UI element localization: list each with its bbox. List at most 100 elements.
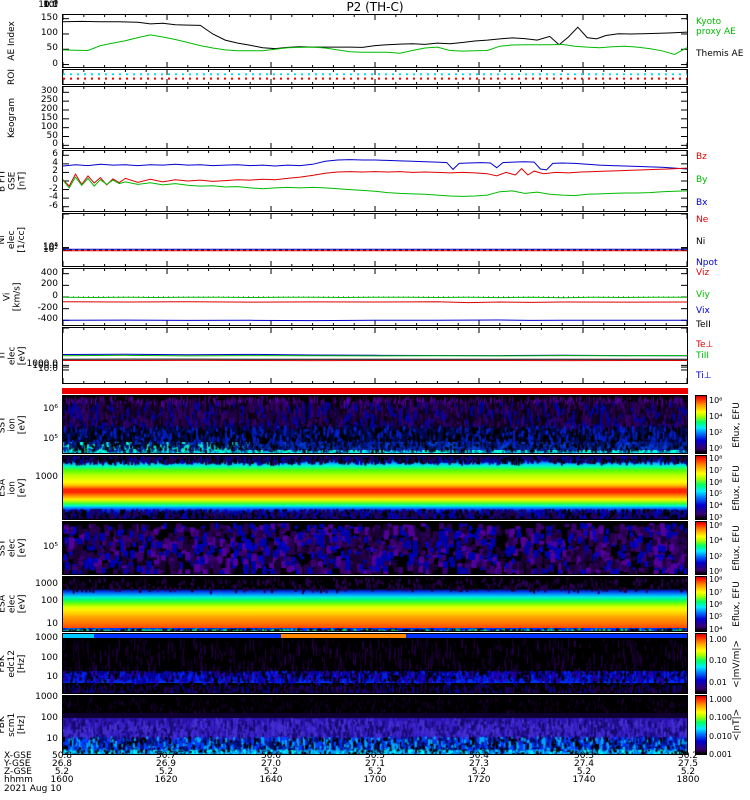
- sst_ions-panel: [62, 395, 688, 454]
- bfit-legend-Bx: Bx: [696, 198, 708, 208]
- fbk_scm-colorbar-tick: 0.001: [709, 750, 732, 759]
- footer-value-Y-GSE: 26.9: [155, 759, 177, 769]
- ae-ytick: 0: [52, 59, 58, 69]
- sst_elec-noise-texture: [63, 522, 687, 574]
- ni-plot-area: [63, 214, 687, 266]
- vi-ytick: -400: [37, 314, 58, 324]
- keogram-ytick: 50: [46, 131, 58, 141]
- footer-value-hhmm: 1600: [50, 775, 74, 785]
- ae-legend-Kyoto-proxy-AE: Kyoto proxy AE: [696, 17, 736, 38]
- bfit-legend-By: By: [696, 175, 708, 185]
- esa_elec-colorbar: [695, 576, 707, 632]
- fbk_scm-panel: [62, 695, 688, 755]
- sst_elec-colorbar: [695, 521, 707, 575]
- fbk_edc-noise-texture: [63, 634, 687, 693]
- esa_ions-colorbar-tick: 10³: [709, 513, 723, 522]
- esa_ions-colorbar-tick: 10⁶: [709, 478, 723, 487]
- vi-legend-Vix: Vix: [696, 306, 710, 316]
- ae-ylabel-text: AE Index: [7, 21, 18, 61]
- vi-ytick: -200: [37, 303, 58, 313]
- esa_elec-colorbar-tick: 10⁵: [709, 612, 723, 621]
- vi-series-Viz: [63, 301, 687, 304]
- red-bar: [62, 388, 688, 394]
- roi-ylabel-text: ROI: [7, 68, 18, 85]
- esa_elec-colorbar-label-text: Eflux, EFU: [732, 581, 742, 627]
- temp-legend-Ti⊥: Ti⊥: [696, 371, 712, 381]
- sst_elec-colorbar-tick: 10⁰: [709, 567, 723, 576]
- fbk_scm-colorbar-label: <|nT|>: [726, 695, 748, 755]
- fbk_edc-colorbar-tick: 0.10: [709, 656, 727, 665]
- vi-ytick: 200: [40, 279, 58, 289]
- temp-ytick: 1.0: [43, 0, 58, 10]
- esa_ions-colorbar-tick: 10⁷: [709, 466, 723, 475]
- footer-value-Z-GSE: 5.2: [367, 767, 383, 777]
- sst_elec-colorbar-tick: 10²: [709, 552, 723, 561]
- esa_elec-panel: [62, 576, 688, 632]
- ni-legend-Npot: Npot: [696, 258, 718, 268]
- esa_elec-colorbar-tick: 10⁴: [709, 625, 723, 634]
- esa_ions-colorbar-label-text: Eflux, EFU: [732, 464, 742, 511]
- fbk_scm-ylabel: FBK scm1 [Hz]: [0, 695, 27, 755]
- fbk_edc-panel: [62, 633, 688, 694]
- bfit-ytick: -4: [49, 192, 58, 202]
- sst_ions-noise-texture: [63, 396, 687, 453]
- sst_elec-colorbar-tick: 10⁴: [709, 536, 723, 545]
- roi-panel: [62, 69, 688, 85]
- vi-series-Viy: [63, 296, 687, 299]
- fbk_scm-noise-texture: [63, 696, 687, 754]
- keogram-ytick: 150: [40, 113, 58, 123]
- keogram-ytick: 200: [40, 104, 58, 114]
- sst_ions-ylabel-text: SST ion [eV]: [0, 415, 27, 434]
- ni-legend-Ni: Ni: [696, 237, 706, 247]
- keogram-ylabel-text: Keogram: [7, 97, 18, 138]
- sst_ions-colorbar-label-text: Eflux, EFU: [732, 401, 742, 448]
- footer-row-label-hhmm: hhmm: [4, 775, 33, 785]
- esa_ions-colorbar: [695, 455, 707, 520]
- esa_elec-colorbar-tick: 10⁶: [709, 600, 723, 609]
- ae-ytick: 50: [46, 43, 58, 53]
- ae-ylabel: AE Index: [0, 14, 26, 68]
- vi-series-Vix: [63, 319, 687, 322]
- temp-panel: [62, 327, 688, 384]
- ae-series-Kyoto proxy AE: [63, 34, 687, 56]
- fbk_edc-colorbar-label: <|mV/m|>: [726, 633, 748, 694]
- temp-ytick: 10.0: [37, 364, 58, 374]
- footer-value-X-GSE: 50.4: [468, 751, 490, 761]
- footer-value-Y-GSE: 26.8: [51, 759, 73, 769]
- ni-ytick: 10²: [42, 245, 58, 255]
- footer-value-Y-GSE: 27.3: [468, 759, 490, 769]
- esa_ions-ylabel: ESA ion [eV]: [0, 455, 27, 520]
- sst_ions-colorbar-tick: 10⁶: [709, 396, 723, 405]
- bfit-ytick: 4: [52, 158, 58, 168]
- ae-ytick: 150: [40, 13, 58, 23]
- vi-plot-area: [63, 269, 687, 325]
- bfit-ytick: 2: [52, 166, 58, 176]
- footer-value-Y-GSE: 27.5: [677, 759, 699, 769]
- footer-value-hhmm: 1620: [154, 775, 178, 785]
- sst_ions-ytick: 10⁶: [42, 404, 58, 414]
- fbk_edc-colorbar: [695, 633, 707, 694]
- esa_ions-ytick: 1000: [35, 472, 58, 482]
- ae-plot-area: [63, 15, 687, 67]
- ae-panel: [62, 14, 688, 68]
- keogram-ytick: 250: [40, 95, 58, 105]
- ni-ylabel: Ni elec [1/cc]: [0, 213, 27, 267]
- keogram-ytick: 100: [40, 122, 58, 132]
- bfit-series-Bx: [63, 176, 687, 197]
- vi-ylabel: Vi [km/s]: [0, 268, 26, 326]
- esa_elec-ytick: 1000: [35, 579, 58, 589]
- footer-value-Z-GSE: 5.2: [680, 767, 696, 777]
- ae-legend-Themis-AE: Themis AE: [696, 49, 744, 59]
- sst_elec-colorbar-label: Eflux, EFU: [726, 521, 748, 575]
- footer-value-X-GSE: 50.2: [677, 751, 699, 761]
- keogram-ylabel: Keogram: [0, 86, 26, 149]
- temp-ylabel: Ti elec [eV]: [0, 327, 27, 384]
- keogram-panel: [62, 86, 688, 149]
- fbk_scm-ytick: 10: [46, 734, 58, 744]
- footer-value-Y-GSE: 27.0: [260, 759, 282, 769]
- bfit-ylabel: B FIT GSE [nT]: [0, 150, 27, 212]
- fbk_scm-colorbar-tick: 0.100: [709, 713, 732, 722]
- temp-plot-area: [63, 328, 687, 383]
- vi-ytick: 0: [52, 291, 58, 301]
- vi-panel: [62, 268, 688, 326]
